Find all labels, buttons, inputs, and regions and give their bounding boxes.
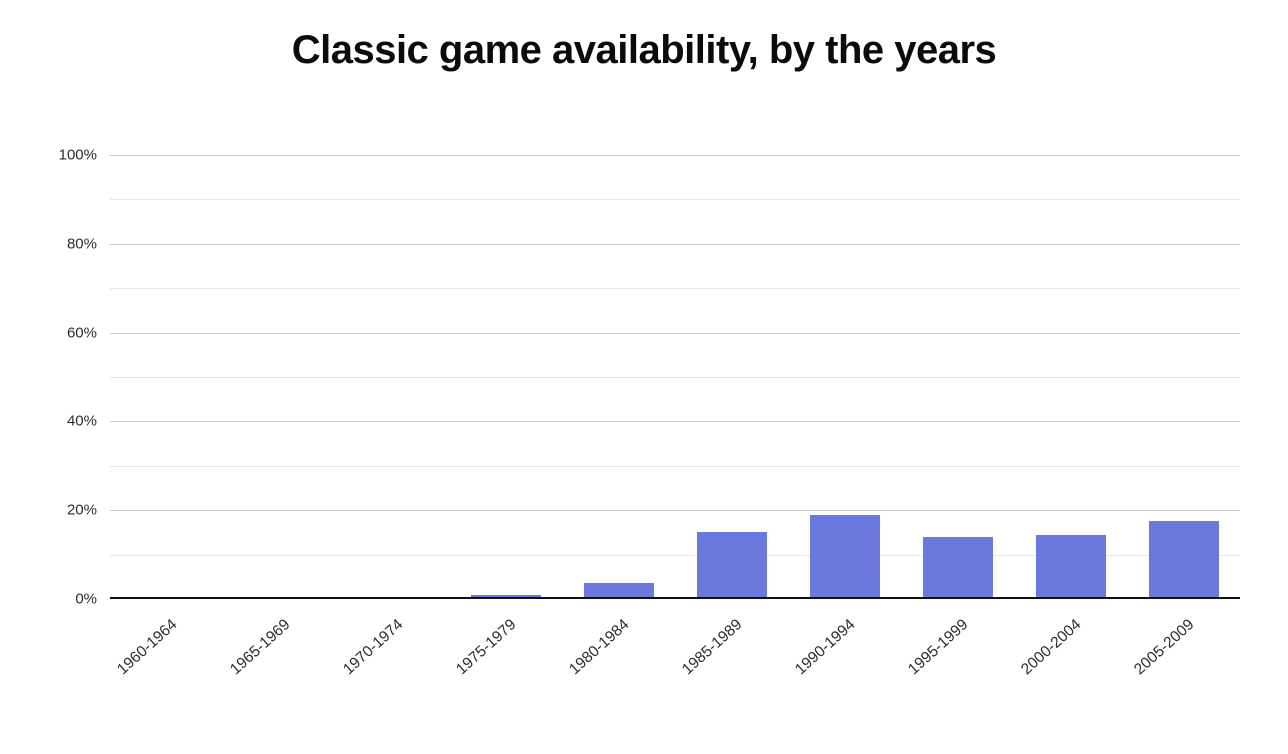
x-tick-label-2005-2009: 2005-2009 [1131, 616, 1198, 679]
bar-1990-1994 [809, 514, 880, 599]
y-tick-label-100pct: 100% [58, 146, 97, 164]
minor-gridline-90 [110, 199, 1240, 201]
bar-1975-1979 [470, 594, 541, 599]
x-tick-label-2000-2004: 2000-2004 [1018, 616, 1085, 679]
major-gridline-40 [110, 421, 1240, 423]
y-tick-label-60pct: 60% [66, 324, 97, 342]
y-tick-label-20pct: 20% [66, 501, 97, 519]
bar-1985-1989 [696, 532, 767, 599]
x-tick-label-1960-1964: 1960-1964 [114, 616, 181, 679]
chart-title: Classic game availability, by the years [291, 28, 997, 72]
major-gridline-100 [110, 155, 1240, 156]
x-tick-label-1965-1969: 1965-1969 [227, 616, 294, 679]
x-tick-label-1995-1999: 1995-1999 [905, 616, 972, 679]
minor-gridline-10 [110, 554, 1240, 556]
bar-1980-1984 [583, 583, 654, 599]
x-axis-line [110, 597, 1240, 599]
minor-gridline-30 [110, 465, 1240, 467]
bar-2000-2004 [1035, 534, 1106, 599]
major-gridline-80 [110, 243, 1240, 245]
major-gridline-20 [110, 510, 1240, 512]
bar-2005-2009 [1148, 521, 1219, 599]
y-tick-label-80pct: 80% [66, 235, 97, 253]
bar-1995-1999 [922, 536, 993, 599]
y-tick-label-0pct: 0% [75, 590, 97, 608]
major-gridline-60 [110, 332, 1240, 334]
x-tick-label-1990-1994: 1990-1994 [792, 616, 859, 679]
minor-gridline-70 [110, 288, 1240, 290]
minor-gridline-50 [110, 377, 1240, 378]
x-tick-label-1975-1979: 1975-1979 [453, 616, 520, 679]
x-tick-label-1985-1989: 1985-1989 [679, 616, 746, 679]
x-tick-label-1980-1984: 1980-1984 [566, 616, 633, 679]
y-tick-label-40pct: 40% [66, 412, 97, 430]
x-tick-label-1970-1974: 1970-1974 [340, 616, 407, 679]
plot-area: 0% 20% 40% 60% 80% 100% 1960-1964 1965-1969 197… [59, 147, 1240, 678]
